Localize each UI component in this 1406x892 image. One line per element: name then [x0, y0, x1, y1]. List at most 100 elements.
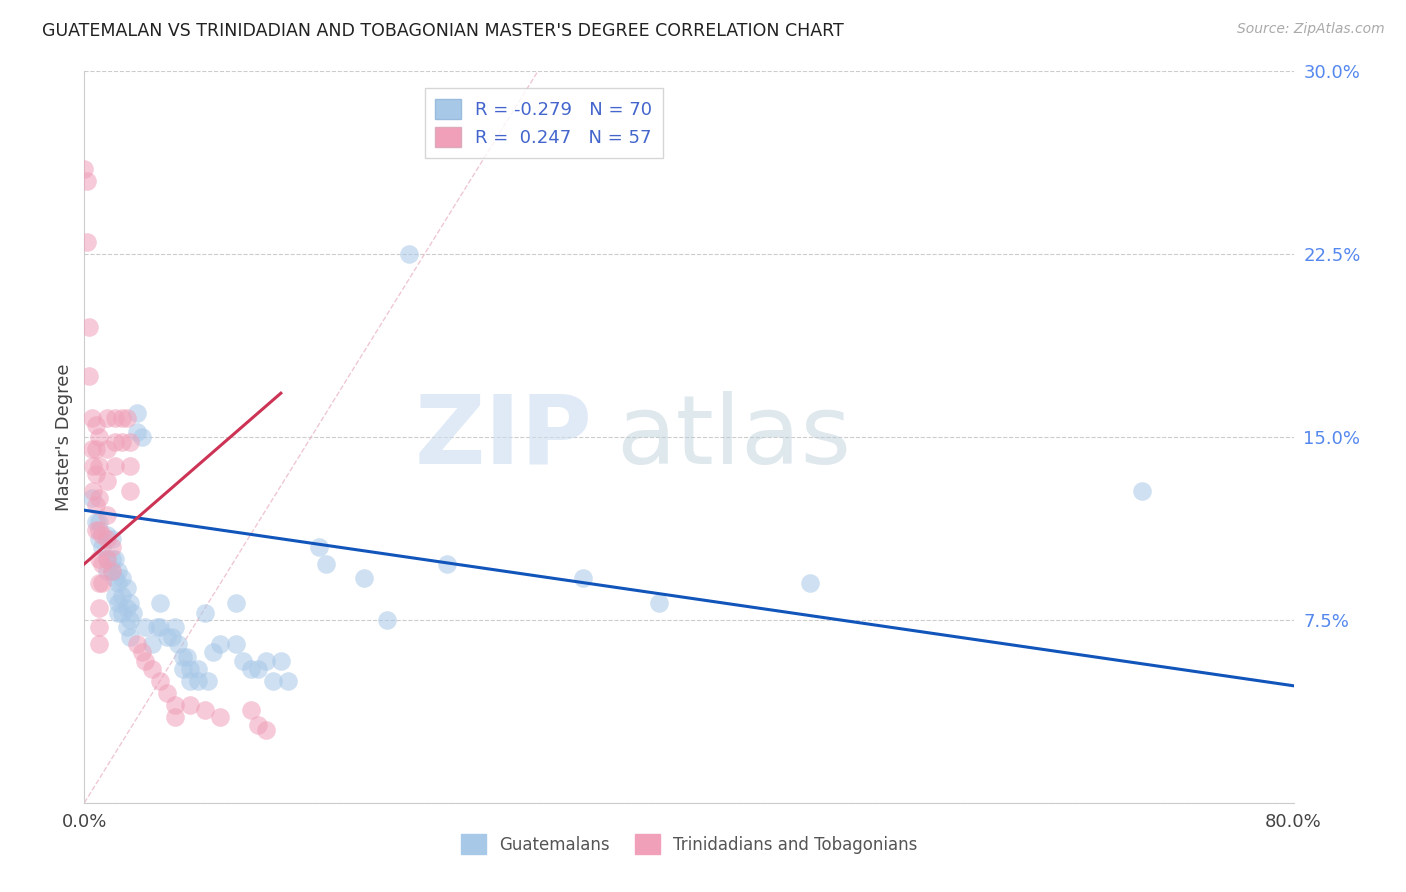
Point	[201, 645, 224, 659]
Text: GUATEMALAN VS TRINIDADIAN AND TOBAGONIAN MASTER'S DEGREE CORRELATION CHART: GUATEMALAN VS TRINIDADIAN AND TOBAGONIAN…	[42, 22, 844, 40]
Point	[308, 540, 330, 554]
Point	[165, 620, 187, 634]
Point	[149, 596, 172, 610]
Point	[165, 710, 187, 724]
Point	[176, 649, 198, 664]
Point	[134, 620, 156, 634]
Point	[131, 645, 153, 659]
Point	[107, 596, 129, 610]
Point	[799, 576, 821, 591]
Point	[179, 673, 201, 688]
Point	[82, 459, 104, 474]
Point	[134, 654, 156, 668]
Legend: Guatemalans, Trinidadians and Tobagonians: Guatemalans, Trinidadians and Tobagonian…	[454, 828, 924, 860]
Point	[80, 491, 103, 505]
Point	[91, 540, 114, 554]
Point	[165, 698, 187, 713]
Point	[127, 637, 149, 651]
Point	[107, 564, 129, 578]
Point	[100, 533, 122, 547]
Text: Source: ZipAtlas.com: Source: ZipAtlas.com	[1237, 22, 1385, 37]
Point	[118, 630, 141, 644]
Point	[146, 620, 169, 634]
Point	[254, 723, 277, 737]
Point	[118, 434, 141, 449]
Point	[194, 703, 217, 717]
Point	[96, 552, 118, 566]
Point	[141, 662, 163, 676]
Point	[86, 467, 108, 481]
Point	[247, 662, 270, 676]
Point	[179, 662, 201, 676]
Point	[89, 430, 111, 444]
Point	[96, 552, 118, 566]
Point	[100, 564, 122, 578]
Point	[104, 410, 127, 425]
Point	[436, 557, 458, 571]
Point	[100, 564, 122, 578]
Point	[262, 673, 284, 688]
Point	[100, 552, 122, 566]
Point	[141, 637, 163, 651]
Point	[89, 620, 111, 634]
Point	[118, 483, 141, 498]
Point	[89, 637, 111, 651]
Point	[118, 613, 141, 627]
Point	[104, 589, 127, 603]
Point	[156, 686, 179, 700]
Point	[187, 662, 209, 676]
Point	[315, 557, 337, 571]
Point	[86, 417, 108, 432]
Point	[82, 483, 104, 498]
Text: atlas: atlas	[616, 391, 852, 483]
Point	[194, 606, 217, 620]
Point	[131, 430, 153, 444]
Point	[572, 572, 595, 586]
Point	[239, 703, 262, 717]
Point	[115, 600, 138, 615]
Point	[127, 425, 149, 440]
Point	[232, 654, 254, 668]
Point	[111, 434, 134, 449]
Point	[96, 410, 118, 425]
Point	[77, 369, 100, 384]
Point	[277, 673, 299, 688]
Point	[96, 564, 118, 578]
Point	[167, 637, 190, 651]
Point	[89, 491, 111, 505]
Point	[270, 654, 292, 668]
Point	[225, 637, 247, 651]
Point	[115, 620, 138, 634]
Point	[89, 576, 111, 591]
Point	[160, 630, 183, 644]
Point	[77, 320, 100, 334]
Point	[96, 508, 118, 522]
Point	[247, 718, 270, 732]
Point	[111, 589, 134, 603]
Point	[86, 499, 108, 513]
Point	[209, 710, 232, 724]
Point	[254, 654, 277, 668]
Point	[96, 442, 118, 457]
Point	[121, 606, 143, 620]
Point	[104, 572, 127, 586]
Point	[127, 406, 149, 420]
Point	[89, 523, 111, 537]
Point	[115, 410, 138, 425]
Point	[172, 649, 194, 664]
Point	[86, 516, 108, 530]
Point	[1130, 483, 1153, 498]
Point	[118, 596, 141, 610]
Point	[73, 161, 96, 176]
Point	[209, 637, 232, 651]
Point	[197, 673, 219, 688]
Point	[172, 662, 194, 676]
Point	[156, 630, 179, 644]
Point	[107, 576, 129, 591]
Point	[225, 596, 247, 610]
Point	[76, 235, 98, 249]
Point	[96, 527, 118, 541]
Point	[86, 523, 108, 537]
Point	[179, 698, 201, 713]
Point	[89, 533, 111, 547]
